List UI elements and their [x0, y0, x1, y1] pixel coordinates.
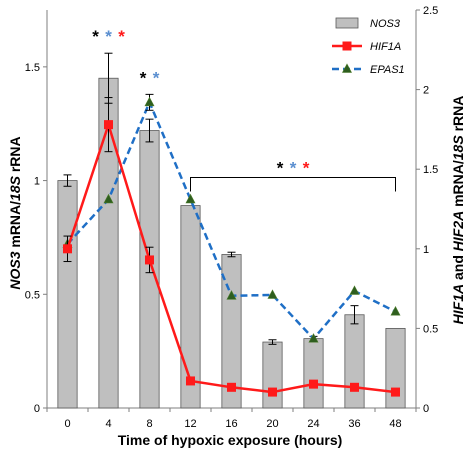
- y-left-tick-label: 1.5: [25, 62, 40, 74]
- point-HIF1A: [104, 120, 113, 130]
- legend-label-EPAS1: EPAS1: [370, 64, 405, 76]
- y-right-g1: HIF1A: [450, 284, 466, 324]
- line-layer: [62, 93, 401, 397]
- point-HIF1A: [268, 387, 277, 397]
- bar-NOS3: [57, 180, 78, 409]
- x-tick-label: 0: [64, 418, 70, 430]
- y-left-tick-label: 0: [34, 403, 40, 415]
- y-right-unit: rRNA: [450, 96, 466, 136]
- legend-marker-HIF1A: [342, 41, 352, 51]
- bar-NOS3: [385, 327, 406, 409]
- y-left-mid: mRNA/: [7, 201, 23, 252]
- x-tick-label: 12: [184, 418, 196, 430]
- y-right-tick-label: 0: [423, 403, 429, 415]
- point-EPAS1: [185, 193, 196, 204]
- y-left-gene: NOS3: [7, 251, 23, 289]
- y-right-tick-label: 0.5: [423, 323, 438, 335]
- point-HIF1A: [350, 382, 359, 392]
- y-right-mid: mRNA/: [450, 160, 466, 211]
- point-HIF1A: [227, 382, 236, 392]
- point-EPAS1: [144, 96, 155, 107]
- y-left-tick-label: 0.5: [25, 289, 40, 301]
- point-EPAS1: [103, 193, 114, 204]
- x-axis-title: Time of hypoxic exposure (hours): [118, 432, 343, 448]
- bar-NOS3: [344, 314, 365, 409]
- point-EPAS1: [267, 289, 278, 299]
- point-HIF1A: [63, 244, 72, 254]
- x-tick-label: 20: [266, 418, 278, 430]
- bar-NOS3: [262, 341, 283, 409]
- significance-star: *: [92, 27, 99, 46]
- legend-swatch-NOS3: [335, 17, 359, 29]
- significance-star: *: [118, 27, 125, 46]
- legend: NOS3 HIF1A EPAS1: [332, 17, 405, 76]
- point-EPAS1: [349, 285, 360, 295]
- y-right-g2: HIF2A: [450, 211, 466, 251]
- y-right-tick-label: 2.5: [423, 5, 438, 17]
- x-tick-label: 4: [105, 418, 111, 430]
- legend-label-HIF1A: HIF1A: [370, 41, 401, 53]
- significance-star: *: [277, 158, 284, 177]
- point-EPAS1: [308, 333, 319, 343]
- y-right-ref: 18S: [450, 135, 466, 161]
- significance-star: *: [105, 27, 112, 46]
- y-right-tick-label: 1: [423, 244, 429, 256]
- y-right-and: and: [450, 251, 466, 284]
- x-tick-label: 36: [348, 418, 360, 430]
- legend-label-NOS3: NOS3: [370, 18, 401, 30]
- y-left-unit: rRNA: [7, 136, 23, 176]
- bar-NOS3: [180, 205, 201, 409]
- point-HIF1A: [145, 255, 154, 265]
- significance-star: *: [153, 68, 160, 87]
- point-EPAS1: [226, 290, 237, 300]
- y-right-tick-label: 2: [423, 85, 429, 97]
- y-axis-title-left: NOS3 mRNA/18S rRNA: [7, 136, 23, 289]
- x-tick-label: 24: [307, 418, 319, 430]
- bar-layer: [57, 52, 406, 409]
- y-right-tick-label: 1.5: [423, 164, 438, 176]
- point-HIF1A: [309, 379, 318, 389]
- y-axis-title-right: HIF1A and HIF2A mRNA/18S rRNA: [450, 96, 466, 325]
- x-tick-label: 48: [389, 418, 401, 430]
- bar-NOS3: [303, 338, 324, 409]
- y-left-ref: 18S: [7, 175, 23, 201]
- significance-star: *: [303, 158, 310, 177]
- significance-star: *: [140, 68, 147, 87]
- significance-star: *: [290, 158, 297, 177]
- x-tick-label: 16: [225, 418, 237, 430]
- point-HIF1A: [391, 387, 400, 397]
- point-EPAS1: [390, 306, 401, 316]
- significance-layer: * * * * * * * *: [92, 27, 396, 192]
- legend-marker-EPAS1: [342, 63, 352, 73]
- x-tick-label: 8: [146, 418, 152, 430]
- y-left-tick-label: 1: [34, 176, 40, 188]
- point-HIF1A: [186, 376, 195, 386]
- significance-bracket: [190, 176, 396, 192]
